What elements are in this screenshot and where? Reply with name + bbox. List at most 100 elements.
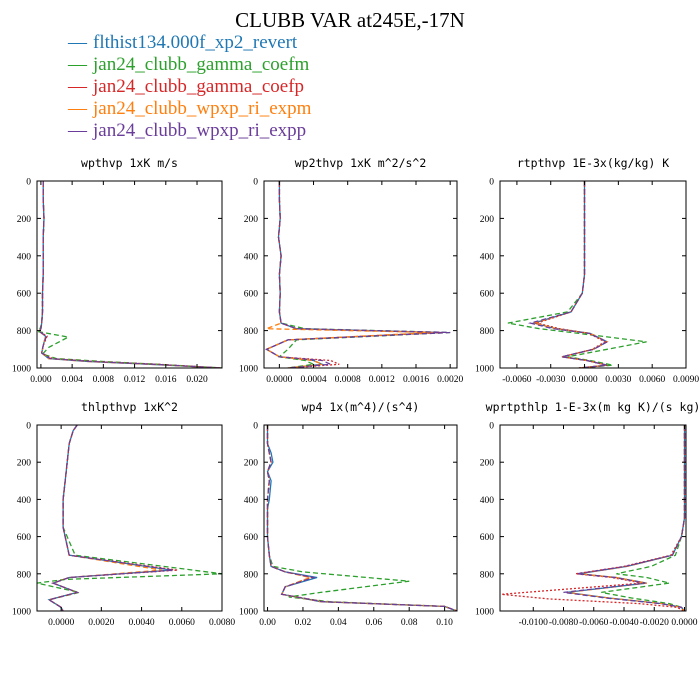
series-line-1 <box>531 181 609 368</box>
series-line-5 <box>265 181 451 368</box>
series-line-1 <box>47 425 172 611</box>
y-tick-label: 200 <box>480 215 495 225</box>
panel-title: rtpthvp 1E-3x(kg/kg) K <box>517 156 669 170</box>
x-tick-label: 0.0000 <box>266 375 292 385</box>
panel-title: wp4 1x(m^4)/(s^4) <box>302 400 420 414</box>
legend-marker: — <box>67 54 88 75</box>
legend-label: jan24_clubb_gamma_coefp <box>92 76 304 97</box>
panel-4: thlpthvp 1xK^2 0 200 400 600 800 1000 0.0000 0.0… <box>12 400 235 628</box>
x-tick-label: -0.0100 <box>519 618 549 628</box>
legend-marker: — <box>67 98 88 119</box>
x-tick-label: -0.0030 <box>536 375 566 385</box>
series-line-5 <box>47 425 174 611</box>
y-tick-label: 400 <box>244 496 259 506</box>
series-line-3 <box>534 181 608 368</box>
y-tick-label: 200 <box>480 459 495 469</box>
x-tick-label: 0.0020 <box>88 618 114 628</box>
y-tick-label: 800 <box>244 327 259 337</box>
series-line-3 <box>38 181 222 368</box>
y-tick-label: 0 <box>26 422 31 432</box>
legend-entry: — jan24_clubb_wpxp_ri_expm <box>67 98 312 119</box>
series-line-2 <box>37 181 222 368</box>
x-tick-label: 0.0090 <box>673 375 699 385</box>
series-group <box>501 425 686 611</box>
x-tick-label: 0.0060 <box>169 618 195 628</box>
y-tick-label: 0 <box>26 178 31 188</box>
plot-frame <box>263 180 458 369</box>
y-tick-label: 800 <box>244 570 259 580</box>
x-tick-label: 0.0000 <box>48 618 74 628</box>
series-line-2 <box>37 425 222 611</box>
x-tick-label: 0.10 <box>436 618 453 628</box>
x-tick-label: 0.08 <box>401 618 418 628</box>
y-tick-label: 0 <box>253 178 258 188</box>
x-tick-label: 0.016 <box>155 375 177 385</box>
y-tick-label: 200 <box>17 215 32 225</box>
y-tick-label: 400 <box>17 496 32 506</box>
plot-frame <box>499 180 687 369</box>
y-tick-label: 400 <box>480 496 495 506</box>
x-tick-label: -0.0060 <box>579 618 609 628</box>
series-line-4 <box>265 181 434 368</box>
y-tick-label: 1000 <box>475 365 494 375</box>
x-tick-label: 0.0060 <box>639 375 665 385</box>
series-line-3 <box>47 425 178 611</box>
series-line-5 <box>38 181 222 368</box>
y-tick-label: 600 <box>480 290 495 300</box>
y-tick-label: 400 <box>17 252 32 262</box>
panel-title: thlpthvp 1xK^2 <box>81 400 178 414</box>
x-tick-label: 0.008 <box>93 375 115 385</box>
panel-2: wp2thvp 1xK m^2/s^2 0 200 400 600 800 1000 0.00… <box>239 156 463 385</box>
y-tick-label: 600 <box>17 533 32 543</box>
y-tick-label: 1000 <box>12 608 31 618</box>
x-tick-label: 0.02 <box>295 618 312 628</box>
series-line-5 <box>563 425 686 611</box>
legend-entry: — jan24_clubb_gamma_coefm <box>67 54 310 75</box>
legend-marker: — <box>67 120 88 141</box>
y-tick-label: 0 <box>489 422 494 432</box>
y-tick-label: 600 <box>17 290 32 300</box>
plot-frame <box>36 180 223 369</box>
x-tick-label: 0.012 <box>124 375 146 385</box>
x-tick-label: 0.0000 <box>671 618 697 628</box>
panel-title: wprtpthlp 1-E-3x(m kg K)/(s kg) <box>486 400 700 414</box>
y-tick-label: 600 <box>244 533 259 543</box>
x-tick-label: 0.004 <box>61 375 83 385</box>
x-tick-label: 0.0020 <box>437 375 463 385</box>
y-tick-label: 0 <box>253 422 258 432</box>
series-line-4 <box>38 181 222 368</box>
legend-entry: — jan24_clubb_wpxp_ri_expp <box>67 120 306 141</box>
legend-label: jan24_clubb_wpxp_ri_expp <box>92 120 306 141</box>
legend-label: jan24_clubb_wpxp_ri_expm <box>92 98 312 119</box>
x-tick-label: 0.000 <box>30 375 52 385</box>
x-tick-label: 0.0000 <box>571 375 597 385</box>
legend-marker: — <box>67 76 88 97</box>
series-group <box>37 181 222 368</box>
y-tick-label: 800 <box>17 327 32 337</box>
y-tick-label: 200 <box>17 459 32 469</box>
x-tick-label: 0.0030 <box>605 375 631 385</box>
x-tick-label: 0.0016 <box>403 375 429 385</box>
x-tick-label: 0.06 <box>365 618 382 628</box>
series-line-3 <box>501 425 686 611</box>
x-tick-label: 0.00 <box>259 618 276 628</box>
legend: — flthist134.000f_xp2_revert— jan24_clubb_… <box>67 32 312 141</box>
x-tick-label: 0.0004 <box>300 375 326 385</box>
series-line-2 <box>277 181 451 368</box>
series-group <box>265 181 451 368</box>
panel-6: wprtpthlp 1-E-3x(m kg K)/(s kg) 0 200 400 60… <box>475 400 700 628</box>
plot-frame <box>36 424 223 612</box>
y-tick-label: 600 <box>244 290 259 300</box>
series-line-4 <box>47 425 162 611</box>
y-tick-label: 800 <box>17 570 32 580</box>
y-tick-label: 0 <box>489 178 494 188</box>
x-tick-label: 0.0008 <box>335 375 361 385</box>
y-tick-label: 800 <box>480 570 495 580</box>
series-group <box>37 425 222 611</box>
series-line-4 <box>531 181 609 368</box>
series-line-1 <box>38 181 222 368</box>
y-tick-label: 1000 <box>12 365 31 375</box>
